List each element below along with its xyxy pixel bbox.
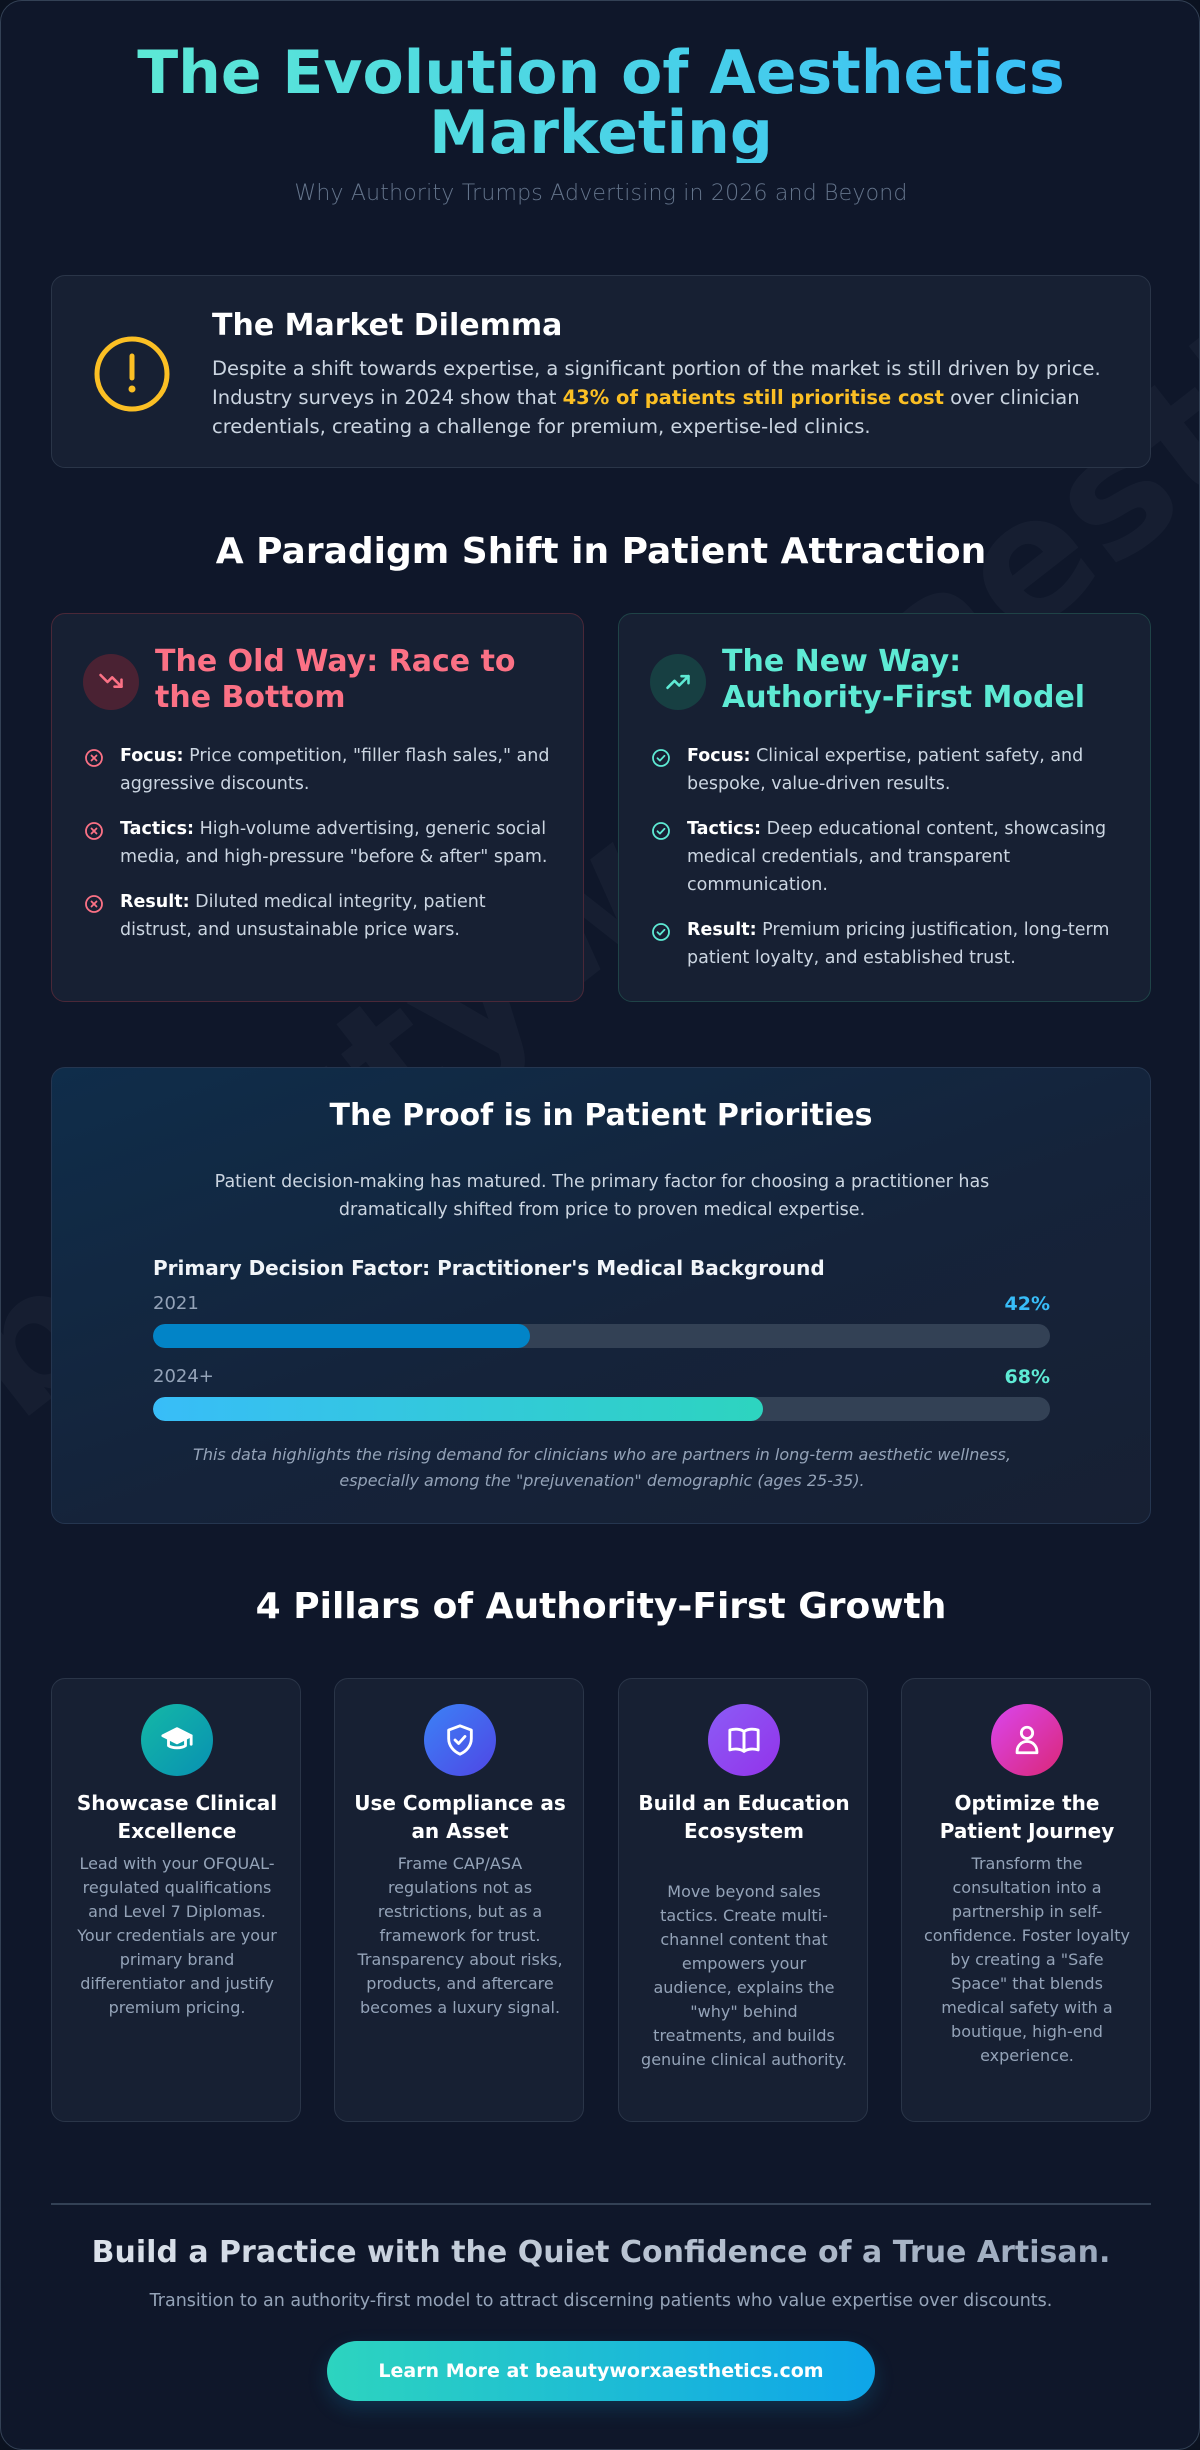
list-item: Result: Premium pricing justification, l… — [651, 916, 1121, 972]
old-way-card: The Old Way: Race to the Bottom Focus: P… — [51, 613, 584, 1002]
chart-title: Primary Decision Factor: Practitioner's … — [153, 1256, 825, 1280]
open-book-icon — [708, 1704, 780, 1776]
pillar-title: Build an Education Ecosystem — [638, 1791, 850, 1843]
list-item: Focus: Clinical expertise, patient safet… — [651, 742, 1121, 798]
user-icon — [991, 1704, 1063, 1776]
divider — [51, 2203, 1151, 2205]
pillar-text: Frame CAP/ASA regulations not as restric… — [357, 1854, 563, 2017]
dilemma-text: Despite a shift towards expertise, a sig… — [212, 357, 1101, 438]
bar-value: 68% — [1004, 1366, 1050, 1388]
pillar-title: Use Compliance as an Asset — [354, 1791, 566, 1843]
bar-label: 2021 — [153, 1293, 199, 1314]
old-way-title: The Old Way: Race to the Bottom — [155, 644, 516, 715]
bar-track — [153, 1397, 1050, 1421]
pillar-card-clinical-excellence: Showcase Clinical Excellence Lead with y… — [51, 1678, 301, 2122]
dilemma-title: The Market Dilemma — [212, 308, 563, 343]
x-circle-icon — [85, 822, 103, 840]
proof-title: The Proof is in Patient Priorities — [329, 1098, 873, 1133]
paradigm-title: A Paradigm Shift in Patient Attraction — [215, 531, 987, 572]
shield-check-icon — [424, 1704, 496, 1776]
x-circle-icon — [85, 749, 103, 767]
proof-card: The Proof is in Patient Priorities Patie… — [51, 1067, 1151, 1524]
proof-lead: Patient decision-making has matured. The… — [214, 1172, 990, 1220]
trending-up-icon — [650, 654, 706, 710]
pillar-card-education: Build an Education Ecosystem Move beyond… — [618, 1678, 868, 2122]
bar-fill — [153, 1397, 763, 1421]
check-circle-icon — [652, 749, 670, 767]
alert-circle-icon — [94, 336, 170, 412]
pillar-card-compliance: Use Compliance as an Asset Frame CAP/ASA… — [334, 1678, 584, 2122]
pillars-title: 4 Pillars of Authority-First Growth — [255, 1586, 947, 1627]
learn-more-button[interactable]: Learn More at beautyworxaesthetics.com — [327, 2341, 875, 2401]
pillar-text: Transform the consultation into a partne… — [924, 1854, 1130, 2065]
graduation-cap-icon — [141, 1704, 213, 1776]
page-title: The Evolution of Aesthetics Marketing — [101, 43, 1101, 163]
bar-fill — [153, 1324, 530, 1348]
list-item: Tactics: Deep educational content, showc… — [651, 815, 1121, 899]
check-circle-icon — [652, 822, 670, 840]
new-way-list: Focus: Clinical expertise, patient safet… — [651, 742, 1121, 989]
market-dilemma-card: The Market Dilemma Despite a shift towar… — [51, 275, 1151, 468]
pillar-card-patient-journey: Optimize the Patient Journey Transform t… — [901, 1678, 1151, 2122]
proof-note: This data highlights the rising demand f… — [193, 1445, 1011, 1490]
cta-subtitle: Transition to an authority-first model t… — [149, 2291, 1053, 2311]
list-item: Tactics: High-volume advertising, generi… — [84, 815, 554, 871]
new-way-card: The New Way: Authority-First Model Focus… — [618, 613, 1151, 1002]
pillar-title: Optimize the Patient Journey — [939, 1791, 1115, 1843]
dilemma-highlight: 43% of patients still prioritise cost — [562, 386, 944, 409]
pillar-title: Showcase Clinical Excellence — [76, 1791, 278, 1843]
trending-down-icon — [83, 654, 139, 710]
x-circle-icon — [85, 895, 103, 913]
list-item: Focus: Price competition, "filler flash … — [84, 742, 554, 798]
page-subtitle: Why Authority Trumps Advertising in 2026… — [294, 181, 908, 206]
pillar-text: Move beyond sales tactics. Create multi-… — [641, 1882, 847, 2069]
bar-value: 42% — [1004, 1293, 1050, 1315]
bar-track — [153, 1324, 1050, 1348]
old-way-list: Focus: Price competition, "filler flash … — [84, 742, 554, 961]
bar-label: 2024+ — [153, 1366, 214, 1387]
check-circle-icon — [652, 923, 670, 941]
new-way-title: The New Way: Authority-First Model — [722, 644, 1086, 715]
pillar-text: Lead with your OFQUAL-regulated qualific… — [77, 1854, 277, 2017]
list-item: Result: Diluted medical integrity, patie… — [84, 888, 554, 944]
cta-title: Build a Practice with the Quiet Confiden… — [1, 2235, 1199, 2270]
